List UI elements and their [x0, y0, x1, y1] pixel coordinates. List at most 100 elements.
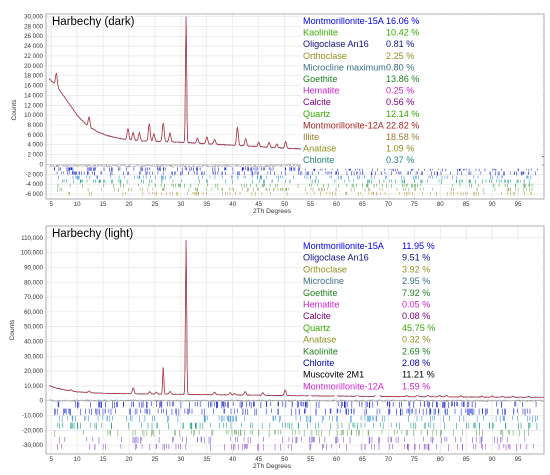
legend-phase-value: 0.25 % [386, 86, 414, 96]
y-tick-label: 6 000 [28, 132, 44, 139]
legend-phase-value: 2.95 % [402, 276, 430, 286]
legend-phase-value: 0.37 % [386, 155, 414, 165]
y-tick-label: -2 000 [25, 171, 43, 178]
y-tick-label: 28 000 [24, 23, 43, 30]
y-tick-label: 10,000 [24, 383, 43, 390]
legend-phase-name: Kaolinite [303, 28, 338, 38]
legend-phase-value: 0.08 % [402, 311, 430, 321]
legend-phase-name: Oligoclase An16 [303, 253, 369, 263]
y-tick-label: 22 000 [24, 53, 43, 60]
legend-phase-value: 16.06 % [386, 16, 419, 26]
y-tick-label: 30,000 [24, 13, 43, 20]
legend-phase-name: Montmorillonite-12A [303, 120, 385, 130]
legend-phase-value: 1.59 % [402, 381, 430, 391]
x-tick-label: 15 [100, 456, 107, 463]
legend-phase-value: 13.86 % [386, 74, 419, 84]
legend-phase-name: Quartz [303, 109, 331, 119]
plot-frame [45, 225, 545, 455]
x-tick-label: 80 [437, 201, 444, 208]
x-tick-label: 30 [177, 456, 184, 463]
y-tick-label: 0 [40, 161, 44, 168]
y-tick-labels: -30,000 -20,000 -10,000 0 10,000 20,000 30,000… [21, 235, 44, 449]
legend-phase-name: Oligoclase An16 [303, 39, 369, 49]
legend-phase-value: 2.08 % [402, 358, 430, 368]
plot-frame [45, 13, 545, 200]
legend-phase-value: 0.56 % [386, 97, 414, 107]
chart-panel-dark: -6 000 -4 000 -2 000 0 2 000 4 000 6 000 8 000 1… [11, 13, 545, 215]
legend-phase-name: Hematite [303, 86, 339, 96]
y-tick-label: 110,000 [21, 235, 43, 242]
plot-border [45, 225, 545, 455]
x-tick-label: 55 [307, 201, 314, 208]
x-axis-label: 2Th Degrees [253, 208, 292, 215]
x-tick-label: 30 [177, 201, 184, 208]
x-tick-label: 35 [203, 201, 210, 208]
x-tick-label: 65 [359, 456, 366, 463]
legend-phase-value: 0.05 % [402, 300, 430, 310]
curves [46, 240, 545, 403]
x-tick-label: 60 [333, 456, 340, 463]
x-tick-labels: 5 10 15 20 25 30 35 40 45 50 55 60 65 70 75 80 85 90 95 [49, 201, 522, 208]
legend-phase-name: Goethite [303, 288, 337, 298]
legend-phase-value: 11.21 % [402, 370, 435, 380]
legend-phase-value: 1.09 % [386, 144, 414, 154]
x-tick-label: 70 [385, 456, 392, 463]
x-tick-label: 75 [411, 201, 418, 208]
y-tick-label: 26 000 [24, 33, 43, 40]
y-tick-label: 18 000 [24, 73, 43, 80]
legend-phase-value: 12.14 % [386, 109, 419, 119]
x-tick-label: 10 [74, 201, 81, 208]
x-axis-label: 2Th Degrees [253, 463, 292, 470]
x-tick-label: 10 [74, 456, 81, 463]
x-tick-label: 25 [151, 201, 158, 208]
y-tick-label: -4 000 [25, 181, 43, 188]
difference-curve [49, 398, 545, 403]
legend-phase-name: Orthoclase [303, 51, 347, 61]
y-axis-label: Counts [11, 99, 18, 121]
legend-phase-name: Hematite [303, 300, 339, 310]
legend-background [301, 15, 542, 169]
legend-phase-value: 3.92 % [402, 264, 430, 274]
y-tick-label: 4 000 [28, 142, 44, 149]
y-tick-label: -6 000 [25, 191, 43, 198]
x-tick-label: 85 [463, 456, 470, 463]
x-tick-label: 50 [281, 201, 288, 208]
y-tick-labels: -6 000 -4 000 -2 000 0 2 000 4 000 6 000 8 000 1… [24, 13, 43, 198]
legend-phase-value: 0.80 % [386, 62, 414, 72]
x-tick-label: 45 [255, 456, 262, 463]
legend-phase-name: Kaolinite [303, 346, 338, 356]
x-tick-label: 85 [463, 201, 470, 208]
x-tick-label: 95 [515, 201, 522, 208]
legend-phase-name: Montmorillonite-15A [303, 16, 385, 26]
y-tick-label: 8 000 [28, 122, 44, 129]
phase-legend: Montmorillonite-15A 11.95 % Oligoclase An1… [301, 240, 542, 396]
legend-phase-name: Montmorillonite-15A [303, 241, 385, 251]
y-tick-label: -20,000 [22, 427, 44, 434]
y-tick-label: 10 000 [24, 112, 43, 119]
legend-phase-name: Orthoclase [303, 264, 347, 274]
legend-phase-value: 0.81 % [386, 39, 414, 49]
x-tick-label: 90 [489, 456, 496, 463]
reference-peak-markers [54, 401, 538, 451]
legend-phase-name: Microcline [303, 276, 344, 286]
legend-phase-value: 11.95 % [402, 241, 435, 251]
y-tick-label: -30,000 [22, 442, 44, 449]
x-tick-label: 5 [49, 456, 53, 463]
y-tick-label: 90,000 [24, 264, 43, 271]
x-tick-label: 80 [437, 456, 444, 463]
phase-legend: Montmorillonite-15A 16.06 % Kaolinite 10.42… [301, 15, 542, 169]
x-tick-label: 45 [255, 201, 262, 208]
legend-phase-value: 22.82 % [386, 120, 419, 130]
y-tick-label: 70,000 [24, 294, 43, 301]
x-tick-label: 60 [333, 201, 340, 208]
legend-phase-value: 18.58 % [386, 132, 419, 142]
y-tick-label: 14 000 [24, 92, 43, 99]
legend-phase-name: Montmorillonite-12A [303, 381, 385, 391]
x-tick-label: 35 [203, 456, 210, 463]
x-tick-label: 25 [151, 456, 158, 463]
legend-phase-name: Illite [303, 132, 319, 142]
legend-phase-value: 2.69 % [402, 346, 430, 356]
y-tick-label: 12 000 [24, 102, 43, 109]
legend-background [301, 240, 542, 396]
